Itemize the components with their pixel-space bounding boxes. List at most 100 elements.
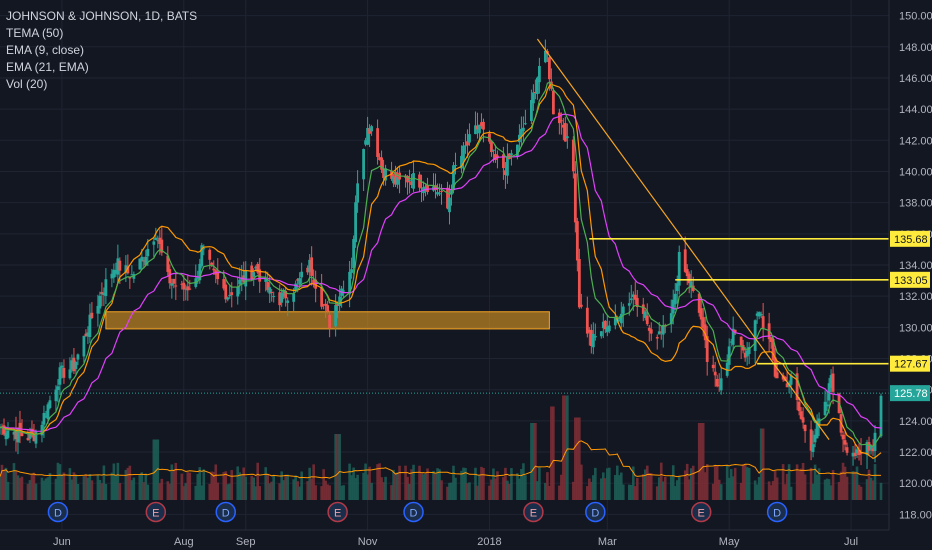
candle-body [841,434,845,440]
event-marker[interactable]: D [585,501,606,523]
candle-body [172,278,176,284]
volume-bar [170,464,174,500]
event-marker[interactable]: D [403,501,424,523]
y-tick-label: 144.00 [899,104,932,116]
resistance-price-label-text: 127.67 [894,359,928,371]
candle-body [831,373,835,392]
volume-bar [356,474,359,500]
candle-body [130,274,134,276]
volume-bar [446,486,449,500]
volume-bar [783,484,787,500]
volume-bar [588,478,591,500]
candle-body [607,325,611,332]
candle-body [14,430,18,440]
event-marker[interactable]: E [327,501,348,523]
x-tick-label: Jul [844,536,858,548]
candle-body [58,367,62,385]
volume-bar [855,466,859,500]
candle-body [510,153,513,155]
volume-bar [328,485,331,500]
volume-bar [641,474,645,500]
volume-bar [604,478,607,500]
volume-bar [825,478,829,500]
volume-bar [96,474,100,500]
candle-body [26,437,30,441]
candle-body [717,385,721,387]
candle-body [32,433,36,442]
volume-bar [100,483,104,500]
volume-bar [474,467,477,500]
volume-bar [677,476,681,500]
volume-bar [68,468,72,500]
candle-body [434,185,437,191]
candle-body [124,265,128,274]
event-marker-circle [585,501,606,523]
candle-body [334,304,338,327]
candle-body [322,304,326,306]
candle-body [258,269,262,282]
volume-bar [88,473,92,500]
candle-body [146,248,150,257]
volume-bar [739,482,743,500]
volume-bar [212,472,216,500]
volume-bar [538,467,541,500]
volume-bar [689,468,693,500]
candle-body [392,176,395,184]
volume-bar [586,486,589,500]
candle-body [424,186,427,190]
candle-body [70,360,74,370]
event-marker[interactable]: E [145,501,167,523]
volume-bar [270,481,273,500]
candle-body [324,303,328,306]
event-marker[interactable]: D [766,501,788,523]
volume-bar [857,484,861,500]
candle-body [180,283,184,285]
volume-bar [342,485,345,500]
volume-bar [663,476,667,500]
volume-bar [687,479,691,500]
candle-body [879,395,883,437]
candle-body [454,165,457,167]
candle-body [446,187,449,209]
volume-bar [480,466,483,500]
x-tick-label: Aug [174,536,194,548]
candle-body [20,431,24,437]
candle-body [575,221,579,261]
volume-bar [426,468,429,500]
event-marker[interactable]: E [523,501,544,523]
volume-bar [552,406,555,500]
candle-body [370,126,373,132]
candle-body [520,128,523,137]
volume-bar [620,472,623,500]
event-marker-label: E [530,508,537,520]
candle-body [278,292,282,306]
candle-body [356,183,359,203]
tema-line [0,83,882,459]
candle-body [280,293,284,303]
candle-body [184,288,188,290]
candle-body [771,339,775,360]
candle-body [524,123,527,125]
volume-bar [390,485,393,500]
volume-bar [202,469,206,500]
last-price-label-text: 125.78 [894,388,928,400]
event-marker[interactable]: E [690,501,712,523]
event-marker[interactable]: D [215,501,236,523]
volume-bar [522,463,525,500]
candle-body [312,279,316,284]
volume-bar [156,439,160,500]
candle-body [813,434,817,443]
volume-bar [614,474,617,500]
volume-bar [841,462,845,500]
volume-bar [715,466,719,500]
candle-body [144,256,148,266]
volume-bar [144,473,148,500]
candle-body [152,241,156,245]
event-marker[interactable]: D [47,501,69,523]
candle-body [118,260,122,271]
candle-body [715,378,719,387]
candle-body [482,121,485,130]
